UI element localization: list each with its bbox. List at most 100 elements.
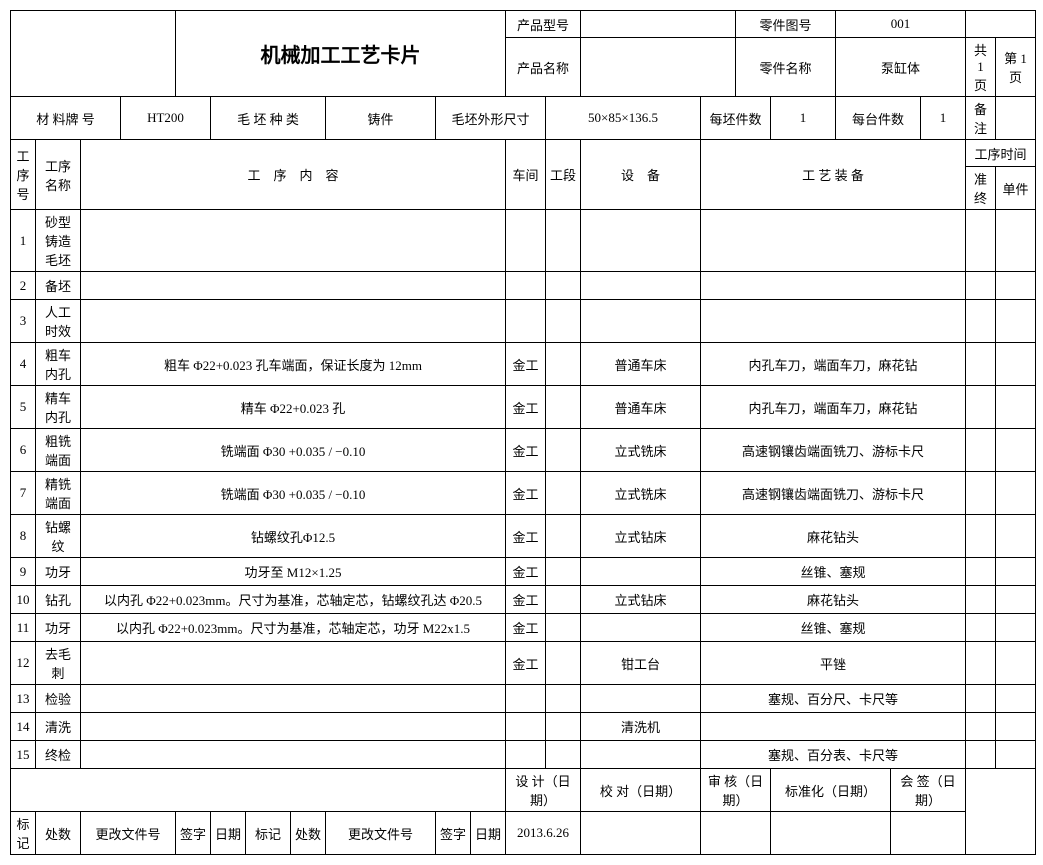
- label-product-model: 产品型号: [506, 11, 581, 38]
- op-qf: [966, 685, 996, 713]
- op-row: 11功牙 以内孔 Φ22+0.023mm。尺寸为基准，芯轴定芯，功牙 M22x1…: [11, 614, 1036, 642]
- op-tool: 麻花钻头: [701, 515, 966, 558]
- op-qf: [966, 515, 996, 558]
- label-design-date: 设 计（日 期）: [506, 769, 581, 812]
- op-qf: [966, 558, 996, 586]
- op-eq: 钳工台: [581, 642, 701, 685]
- op-row: 15终检 塞规、百分表、卡尺等: [11, 741, 1036, 769]
- card-title: 机械加工工艺卡片: [176, 11, 506, 97]
- val-standardize-date: [771, 812, 891, 855]
- op-ws: 金工: [506, 558, 546, 586]
- op-tool: [701, 210, 966, 272]
- op-up: [996, 429, 1036, 472]
- label-date-2: 日期: [471, 812, 506, 855]
- op-ws: [506, 272, 546, 300]
- op-ws: 金工: [506, 586, 546, 614]
- op-qf: [966, 210, 996, 272]
- op-content: 铣端面 Φ30 +0.035 / −0.10: [81, 429, 506, 472]
- hdr-equipment: 设 备: [581, 140, 701, 210]
- op-no: 14: [11, 713, 36, 741]
- op-name: 检验: [36, 685, 81, 713]
- op-tool: 内孔车刀，端面车刀，麻花钻: [701, 386, 966, 429]
- op-name: 备坯: [36, 272, 81, 300]
- label-review-date: 审 核（日期）: [701, 769, 771, 812]
- val-design-date: 2013.6.26: [506, 812, 581, 855]
- label-change-doc-2: 更改文件号: [326, 812, 436, 855]
- hdr-tooling: 工 艺 装 备: [701, 140, 966, 210]
- hdr-quasi-final: 准终: [966, 167, 996, 210]
- op-qf: [966, 300, 996, 343]
- val-per-blank-qty: 1: [771, 97, 836, 140]
- signature-blank-right: [966, 769, 1036, 855]
- op-up: [996, 558, 1036, 586]
- page-total: 共 1 页: [966, 38, 996, 97]
- op-name: 去毛刺: [36, 642, 81, 685]
- op-ws: [506, 300, 546, 343]
- op-tool: [701, 713, 966, 741]
- op-ws: [506, 210, 546, 272]
- op-ws: 金工: [506, 614, 546, 642]
- val-per-unit-qty: 1: [921, 97, 966, 140]
- op-row: 3人工时效: [11, 300, 1036, 343]
- op-tool: 丝锥、塞规: [701, 614, 966, 642]
- op-sec: [546, 586, 581, 614]
- op-sec: [546, 210, 581, 272]
- op-qf: [966, 343, 996, 386]
- op-qf: [966, 429, 996, 472]
- hdr-op-no: 工序号: [11, 140, 36, 210]
- op-eq: 普通车床: [581, 386, 701, 429]
- op-no: 2: [11, 272, 36, 300]
- op-eq: [581, 272, 701, 300]
- op-tool: 塞规、百分尺、卡尺等: [701, 685, 966, 713]
- op-tool: [701, 272, 966, 300]
- op-ws: 金工: [506, 515, 546, 558]
- op-name: 精铣端面: [36, 472, 81, 515]
- label-part-drawing-no: 零件图号: [736, 11, 836, 38]
- op-tool: [701, 300, 966, 343]
- op-sec: [546, 515, 581, 558]
- op-qf: [966, 642, 996, 685]
- op-ws: 金工: [506, 386, 546, 429]
- op-eq: [581, 210, 701, 272]
- op-ws: 金工: [506, 642, 546, 685]
- op-content: 钻螺纹孔Φ12.5: [81, 515, 506, 558]
- op-eq: 普通车床: [581, 343, 701, 386]
- op-content: [81, 642, 506, 685]
- val-review-date: [701, 812, 771, 855]
- op-ws: [506, 741, 546, 769]
- op-sec: [546, 300, 581, 343]
- op-name: 砂型铸造毛坯: [36, 210, 81, 272]
- op-name: 精车内孔: [36, 386, 81, 429]
- op-no: 5: [11, 386, 36, 429]
- op-eq: 立式铣床: [581, 472, 701, 515]
- op-eq: [581, 614, 701, 642]
- hdr-op-content: 工 序 内 容: [81, 140, 506, 210]
- op-sec: [546, 685, 581, 713]
- op-up: [996, 685, 1036, 713]
- op-row: 14清洗 清洗机: [11, 713, 1036, 741]
- op-name: 钻孔: [36, 586, 81, 614]
- op-tool: 内孔车刀，端面车刀，麻花钻: [701, 343, 966, 386]
- op-row: 1 砂型铸造毛坯: [11, 210, 1036, 272]
- op-ws: [506, 713, 546, 741]
- op-no: 6: [11, 429, 36, 472]
- op-sec: [546, 343, 581, 386]
- op-no: 4: [11, 343, 36, 386]
- op-up: [996, 642, 1036, 685]
- label-countersign-date: 会 签（日期）: [891, 769, 966, 812]
- op-up: [996, 472, 1036, 515]
- blank-top-right: [966, 11, 1036, 38]
- op-ws: 金工: [506, 429, 546, 472]
- op-row: 9功牙 功牙至 M12×1.25 金工 丝锥、塞规: [11, 558, 1036, 586]
- op-row: 7精铣端面 铣端面 Φ30 +0.035 / −0.10 金工 立式铣床高速钢镶…: [11, 472, 1036, 515]
- val-blank-size: 50×85×136.5: [546, 97, 701, 140]
- label-mark-2: 标记: [246, 812, 291, 855]
- op-eq: 清洗机: [581, 713, 701, 741]
- op-no: 12: [11, 642, 36, 685]
- op-sec: [546, 272, 581, 300]
- op-qf: [966, 614, 996, 642]
- hdr-workshop: 车间: [506, 140, 546, 210]
- label-blank-size: 毛坯外形尺寸: [436, 97, 546, 140]
- op-sec: [546, 472, 581, 515]
- process-card-table: 机械加工工艺卡片 产品型号 零件图号 001 产品名称 零件名称 泵缸体 共 1…: [10, 10, 1036, 855]
